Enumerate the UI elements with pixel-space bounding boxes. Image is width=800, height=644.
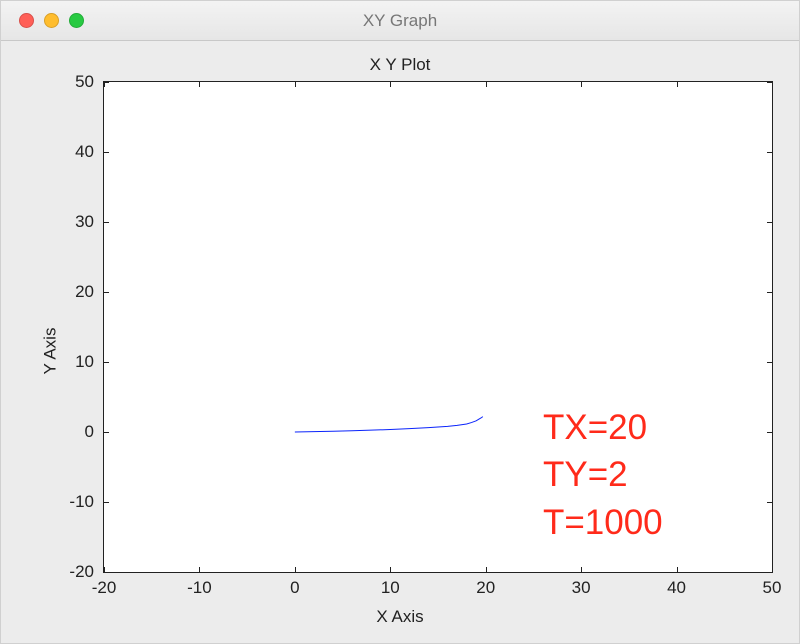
y-tick — [104, 362, 109, 363]
y-tick — [767, 222, 772, 223]
x-tick-label: 10 — [381, 578, 400, 598]
y-tick — [104, 432, 109, 433]
x-tick — [390, 567, 391, 572]
x-tick — [581, 567, 582, 572]
annotation-line: T=1000 — [543, 499, 663, 546]
y-tick — [104, 222, 109, 223]
traffic-lights — [19, 13, 84, 28]
y-tick — [767, 572, 772, 573]
chart-title: X Y Plot — [21, 55, 779, 75]
minimize-icon[interactable] — [44, 13, 59, 28]
x-tick — [677, 82, 678, 87]
x-tick — [199, 82, 200, 87]
annotation-line: TX=20 — [543, 404, 663, 451]
y-tick — [104, 572, 109, 573]
y-tick-label: -20 — [69, 562, 94, 582]
chart-svg — [104, 82, 772, 572]
y-tick — [104, 82, 109, 83]
plot-area: TX=20 TY=2 T=1000 -20-1001020304050-20-1… — [103, 81, 773, 573]
titlebar[interactable]: XY Graph — [1, 1, 799, 41]
y-tick-label: -10 — [69, 492, 94, 512]
x-axis-label: X Axis — [21, 607, 779, 627]
x-tick-label: 40 — [667, 578, 686, 598]
x-tick — [486, 567, 487, 572]
y-tick-label: 20 — [75, 282, 94, 302]
x-tick-label: 20 — [476, 578, 495, 598]
annotation-block: TX=20 TY=2 T=1000 — [543, 404, 663, 546]
y-tick — [767, 152, 772, 153]
x-tick — [390, 82, 391, 87]
y-tick-label: 40 — [75, 142, 94, 162]
y-tick — [767, 292, 772, 293]
x-tick — [772, 82, 773, 87]
y-tick — [104, 502, 109, 503]
y-tick — [767, 82, 772, 83]
y-tick — [767, 502, 772, 503]
series-trajectory — [295, 417, 483, 432]
close-icon[interactable] — [19, 13, 34, 28]
app-window: XY Graph X Y Plot Y Axis TX=20 TY=2 T=10… — [0, 0, 800, 644]
y-tick — [767, 432, 772, 433]
x-tick-label: 0 — [290, 578, 299, 598]
y-tick-label: 30 — [75, 212, 94, 232]
x-tick — [486, 82, 487, 87]
x-tick — [199, 567, 200, 572]
x-tick — [677, 567, 678, 572]
zoom-icon[interactable] — [69, 13, 84, 28]
x-tick — [772, 567, 773, 572]
x-tick-label: -10 — [187, 578, 212, 598]
y-tick-label: 10 — [75, 352, 94, 372]
y-tick — [104, 292, 109, 293]
window-title: XY Graph — [1, 11, 799, 31]
x-tick — [295, 567, 296, 572]
y-tick-label: 50 — [75, 72, 94, 92]
y-axis-label: Y Axis — [40, 328, 60, 375]
figure-area: X Y Plot Y Axis TX=20 TY=2 T=1000 -20-10… — [1, 41, 799, 643]
y-tick — [767, 362, 772, 363]
y-tick — [104, 152, 109, 153]
chart-wrap: Y Axis TX=20 TY=2 T=1000 -20-10010203040… — [21, 77, 779, 625]
y-tick-label: 0 — [85, 422, 94, 442]
x-tick-label: 30 — [572, 578, 591, 598]
x-tick-label: -20 — [92, 578, 117, 598]
x-tick-label: 50 — [763, 578, 782, 598]
x-tick — [581, 82, 582, 87]
x-tick — [295, 82, 296, 87]
annotation-line: TY=2 — [543, 451, 663, 498]
